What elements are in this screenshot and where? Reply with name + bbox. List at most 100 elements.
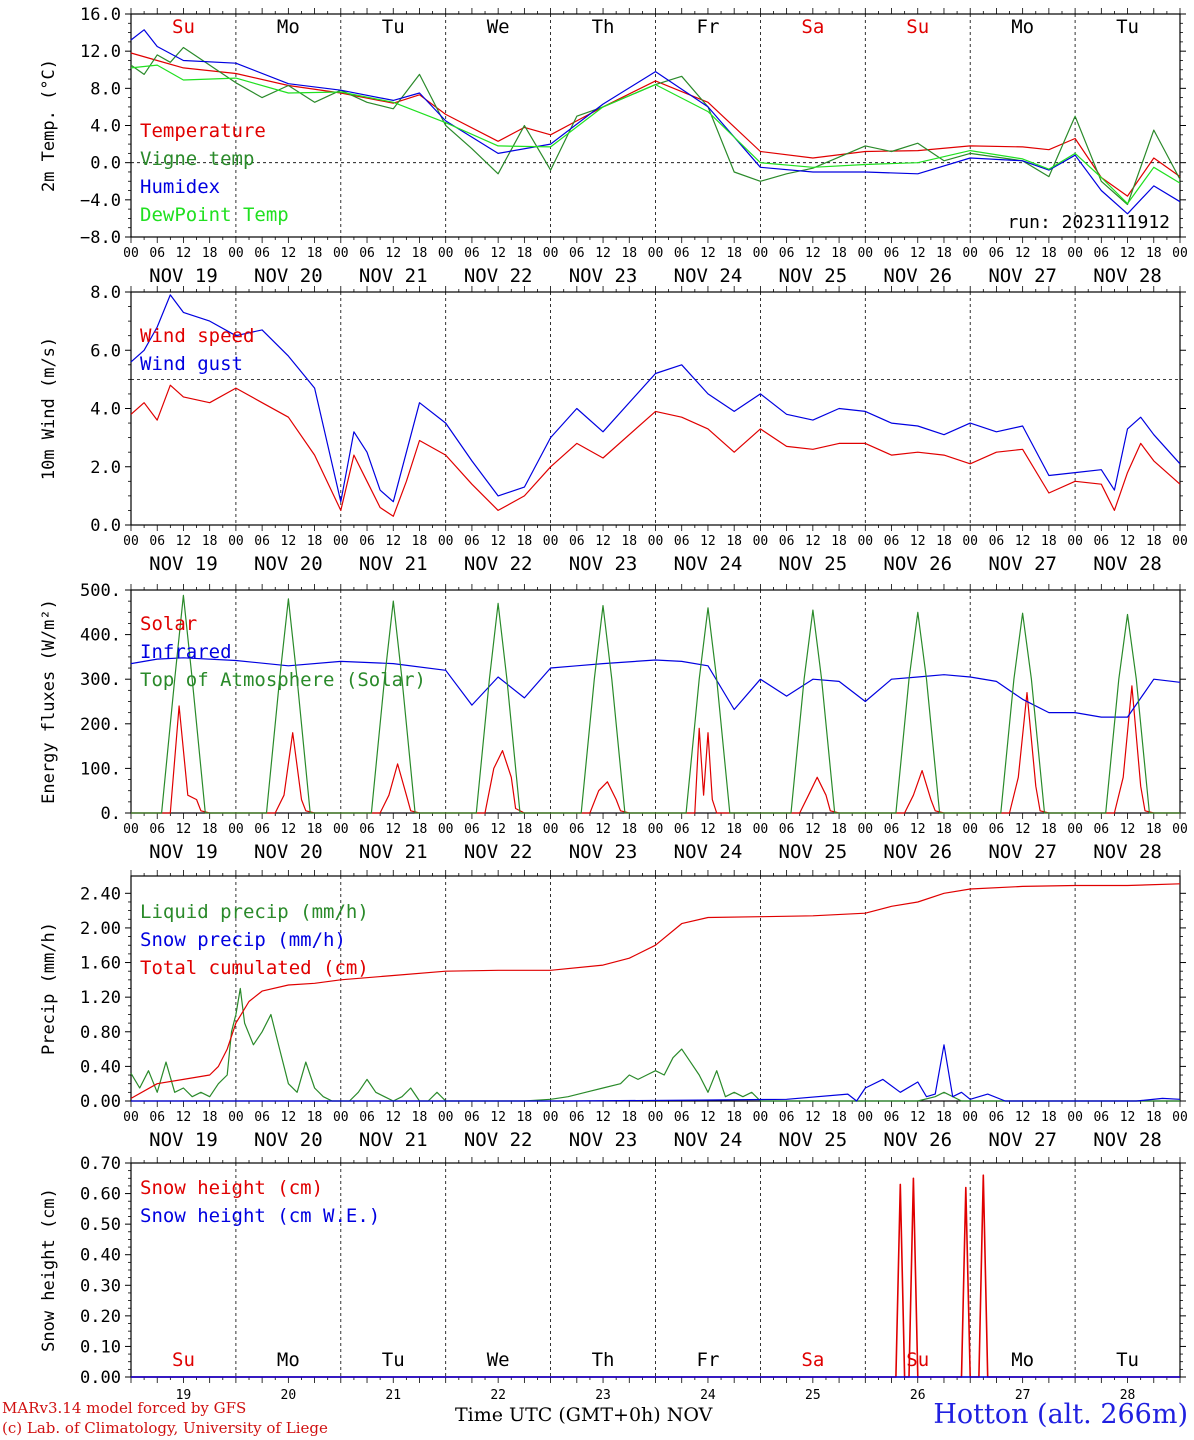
hour-tick-label: 00 xyxy=(333,534,349,549)
hour-tick-label: 18 xyxy=(726,534,742,549)
hour-tick-label: 12 xyxy=(805,246,821,261)
model-credit: MARv3.14 model forced by GFS xyxy=(2,1399,247,1417)
hour-tick-label: 06 xyxy=(1093,246,1109,261)
weekday-label: Sa xyxy=(801,1349,824,1371)
legend-entry: Snow height (cm W.E.) xyxy=(140,1205,380,1227)
series-line xyxy=(131,1044,1181,1102)
date-label: NOV 19 xyxy=(149,553,218,575)
hour-tick-label: 18 xyxy=(517,822,533,837)
legend-entry: Total cumulated (cm) xyxy=(140,957,369,979)
date-label: NOV 25 xyxy=(779,1129,848,1151)
hour-tick-label: 06 xyxy=(254,822,270,837)
hour-tick-label: 18 xyxy=(412,246,428,261)
hour-tick-label: 12 xyxy=(176,534,192,549)
hour-tick-label: 06 xyxy=(254,1110,270,1125)
hour-tick-label: 00 xyxy=(438,822,454,837)
time-axis-title: Time UTC (GMT+0h) NOV xyxy=(455,1404,713,1426)
hour-tick-label: 00 xyxy=(123,534,139,549)
hour-tick-label: 18 xyxy=(1041,246,1057,261)
hour-tick-label: 18 xyxy=(1146,822,1162,837)
weekday-label: Sa xyxy=(801,16,824,38)
hour-tick-label: 12 xyxy=(595,822,611,837)
weekday-label: Th xyxy=(592,1349,615,1371)
series-line xyxy=(130,384,1181,517)
hour-tick-label: 18 xyxy=(936,1110,952,1125)
date-label: NOV 27 xyxy=(988,553,1057,575)
hour-tick-label: 06 xyxy=(674,534,690,549)
legend-entry: Snow precip (mm/h) xyxy=(140,929,346,951)
hour-tick-label: 18 xyxy=(621,246,637,261)
date-label: NOV 21 xyxy=(359,1129,428,1151)
hour-tick-label: 00 xyxy=(857,822,873,837)
y-tick-label: 0.0 xyxy=(90,154,121,174)
hour-tick-label: 00 xyxy=(648,822,664,837)
hour-tick-label: 00 xyxy=(962,246,978,261)
hour-tick-label: 06 xyxy=(779,822,795,837)
hour-tick-label: 06 xyxy=(674,822,690,837)
hour-tick-label: 18 xyxy=(621,1110,637,1125)
hour-tick-label: 06 xyxy=(359,246,375,261)
y-tick-label: 0.10 xyxy=(80,1337,121,1357)
hour-tick-label: 12 xyxy=(490,822,506,837)
y-tick-label: −8.0 xyxy=(80,228,121,248)
hour-tick-label: 00 xyxy=(1172,1110,1188,1125)
weekday-label: Tu xyxy=(382,16,405,38)
hour-tick-label: 12 xyxy=(700,246,716,261)
station-name: Hotton (alt. 266m) xyxy=(933,1399,1188,1430)
hour-tick-label: 00 xyxy=(333,1110,349,1125)
hour-tick-label: 18 xyxy=(412,822,428,837)
series-line xyxy=(130,294,1181,503)
hour-tick-label: 18 xyxy=(831,822,847,837)
hour-tick-label: 00 xyxy=(857,246,873,261)
hour-tick-label: 00 xyxy=(438,246,454,261)
date-label: NOV 28 xyxy=(1093,1129,1162,1151)
weekday-label: Tu xyxy=(382,1349,405,1371)
hour-tick-label: 06 xyxy=(674,246,690,261)
y-tick-label: 0.30 xyxy=(80,1276,121,1296)
hour-tick-label: 12 xyxy=(490,246,506,261)
weekday-label: Fr xyxy=(697,1349,720,1371)
legend-entry: Wind gust xyxy=(140,353,243,375)
y-tick-label: 2.0 xyxy=(90,458,121,478)
hour-tick-label: 18 xyxy=(936,534,952,549)
legend-entry: Liquid precip (mm/h) xyxy=(140,901,369,923)
hour-tick-label: 00 xyxy=(648,246,664,261)
hour-tick-label: 06 xyxy=(569,534,585,549)
date-label: NOV 21 xyxy=(359,265,428,287)
hour-tick-label: 12 xyxy=(385,822,401,837)
legend-entry: Top of Atmosphere (Solar) xyxy=(140,669,426,691)
hour-tick-label: 18 xyxy=(1041,822,1057,837)
series-line xyxy=(130,64,1181,205)
hour-tick-label: 18 xyxy=(831,246,847,261)
hour-tick-label: 00 xyxy=(228,1110,244,1125)
hour-tick-label: 00 xyxy=(333,246,349,261)
hour-tick-label: 18 xyxy=(307,1110,323,1125)
hour-tick-label: 12 xyxy=(805,534,821,549)
hour-tick-label: 18 xyxy=(412,1110,428,1125)
hour-tick-label: 06 xyxy=(884,534,900,549)
hour-tick-label: 18 xyxy=(936,246,952,261)
weekday-label: Th xyxy=(592,16,615,38)
date-label: NOV 27 xyxy=(988,841,1057,863)
hour-tick-label: 12 xyxy=(1015,246,1031,261)
y-axis-title: 2m Temp. (°C) xyxy=(39,59,59,192)
hour-tick-label: 00 xyxy=(1067,534,1083,549)
hour-tick-label: 00 xyxy=(543,1110,559,1125)
date-label: NOV 20 xyxy=(254,553,323,575)
hour-tick-label: 18 xyxy=(1041,1110,1057,1125)
hour-tick-label: 06 xyxy=(359,822,375,837)
day-number-label: 22 xyxy=(490,1388,506,1403)
hour-tick-label: 18 xyxy=(621,822,637,837)
y-tick-label: 0.00 xyxy=(80,1368,121,1388)
y-tick-label: 400. xyxy=(80,626,121,646)
hour-tick-label: 18 xyxy=(517,534,533,549)
hour-tick-label: 12 xyxy=(1015,1110,1031,1125)
weekday-label: Mo xyxy=(277,1349,300,1371)
legend-entry: Temperature xyxy=(140,120,266,142)
hour-tick-label: 00 xyxy=(228,534,244,549)
date-label: NOV 23 xyxy=(569,1129,638,1151)
hour-tick-label: 18 xyxy=(202,534,218,549)
hour-tick-label: 00 xyxy=(1067,246,1083,261)
y-tick-label: 12.0 xyxy=(80,42,121,62)
lab-credit: (c) Lab. of Climatology, University of L… xyxy=(2,1419,328,1437)
